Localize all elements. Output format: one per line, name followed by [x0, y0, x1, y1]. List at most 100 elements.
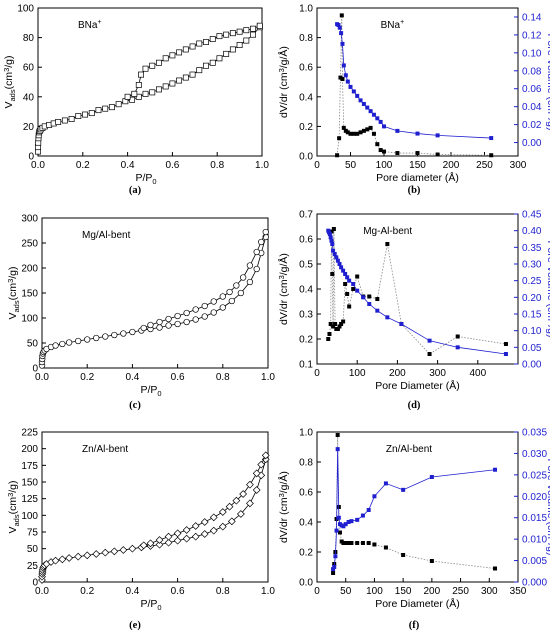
pore-volume-point: [371, 112, 376, 117]
y2-tick-label: 0.30: [522, 260, 542, 271]
pore-volume-point: [375, 116, 380, 121]
desorption-point: [261, 451, 270, 460]
pore-volume-line: [332, 449, 496, 570]
adsorption-point: [119, 546, 128, 554]
dvdr-point: [372, 542, 377, 547]
pore-volume-point: [334, 255, 339, 260]
dvdr-point: [345, 130, 350, 135]
dvdr-point: [455, 334, 460, 339]
pore-volume-point: [360, 513, 365, 518]
panel-title: Mg/Al-bent: [82, 230, 131, 241]
dvdr-point: [338, 75, 343, 80]
adsorption-point: [209, 59, 216, 66]
desorption-point: [138, 71, 144, 78]
desorption-point: [216, 33, 223, 40]
panel-b: 0 50 100 150 200 250 300 0.0 0.2 0.4 0.6 0.8 1.0 0.00…: [277, 4, 550, 197]
dvdr-point: [351, 131, 356, 136]
y-tick-label: 125: [21, 494, 38, 505]
x-tick-label: 0.6: [171, 372, 185, 383]
x-tick-label: 1.0: [261, 586, 275, 597]
desorption-point: [147, 321, 154, 329]
x-tick-label: 150: [409, 160, 426, 171]
adsorption-point: [191, 532, 200, 541]
dvdr-point: [382, 149, 386, 154]
x-tick-label: 0.6: [165, 160, 179, 171]
desorption-point: [174, 312, 181, 320]
y2-axis-label: Pore Volume (cm3/g): [545, 34, 550, 131]
dvdr-point: [493, 566, 498, 571]
y2-tick-label: 0.15: [522, 310, 542, 321]
adsorption-point: [92, 550, 101, 558]
x-tick-label: 0: [314, 160, 320, 171]
dvdr-point: [367, 294, 372, 299]
desorption-point: [196, 40, 203, 47]
dvdr-point: [326, 337, 331, 341]
y2-tick-label: 0.45: [522, 210, 542, 221]
dvdr-point: [395, 151, 400, 156]
y2-tick-label: 0.025: [522, 470, 547, 481]
y-tick-label: 200: [21, 264, 38, 275]
pore-volume-point: [503, 352, 508, 356]
desorption-point: [262, 228, 269, 236]
plot-frame: [316, 431, 519, 583]
desorption-point: [165, 315, 172, 323]
panel-caption: (f): [409, 620, 420, 631]
panel-caption: (b): [408, 185, 421, 196]
y-tick-label: 0.1: [299, 360, 313, 371]
adsorption-point: [182, 74, 189, 81]
adsorption-point: [173, 536, 182, 545]
dvdr-point: [345, 292, 350, 296]
pore-volume-point: [336, 515, 341, 520]
panel-caption: (c): [129, 400, 141, 411]
y2-tick-label: 0.40: [522, 226, 542, 237]
y-axis-label: dV/dr (cm3/g/Å): [277, 471, 290, 543]
adsorption-point: [209, 526, 218, 535]
x-tick-label: 0.2: [76, 160, 90, 171]
adsorption-point: [135, 93, 142, 100]
pore-volume-point: [331, 567, 336, 572]
x-tick-label: 0.8: [210, 160, 224, 171]
dvdr-point: [339, 13, 344, 18]
y2-tick-label: 0.20: [522, 293, 542, 304]
desorption-point: [173, 529, 182, 538]
y-tick-label: 0.2: [299, 548, 313, 559]
x-axis-label: P/P0: [140, 384, 161, 398]
adsorption-point: [115, 101, 122, 108]
desorption-point: [253, 248, 260, 256]
pore-volume-point: [340, 41, 345, 46]
pore-volume-point: [337, 262, 342, 266]
pore-volume-point: [366, 508, 371, 512]
y-tick-label: 225: [21, 428, 38, 439]
x-tick-label: 200: [443, 160, 460, 171]
y-tick-label: 0.3: [299, 310, 313, 321]
x-tick-label: 350: [510, 586, 527, 597]
y-tick-label: 0.4: [299, 285, 313, 296]
pore-volume-point: [335, 447, 340, 452]
adsorption-point: [129, 328, 136, 336]
y-tick-label: 100: [21, 314, 38, 325]
pore-volume-point: [351, 282, 356, 286]
adsorption-point: [164, 538, 173, 547]
y2-tick-label: 0.04: [522, 102, 542, 113]
dvdr-point: [335, 433, 340, 437]
pore-volume-point: [361, 295, 366, 300]
x-tick-label: 0.4: [125, 372, 139, 383]
pore-volume-point: [332, 565, 337, 569]
y-tick-label: 0.6: [299, 235, 313, 246]
dvdr-point: [331, 571, 336, 575]
desorption-point: [182, 46, 189, 53]
y-tick-label: 0.6: [299, 63, 313, 74]
pore-volume-point: [361, 101, 366, 106]
adsorption-point: [75, 337, 82, 345]
dvdr-point: [351, 287, 356, 291]
adsorption-point: [183, 318, 190, 326]
adsorption-point: [246, 499, 254, 508]
y-axis-label: dV/dr (cm3/g/Å): [277, 46, 290, 118]
desorption-point: [192, 306, 199, 313]
x-tick-label: 0.8: [216, 586, 230, 597]
dvdr-point: [365, 127, 370, 132]
adsorption-point: [156, 324, 163, 331]
desorption-point: [209, 36, 216, 43]
pore-volume-point: [435, 133, 440, 138]
adsorption-point: [61, 117, 68, 124]
